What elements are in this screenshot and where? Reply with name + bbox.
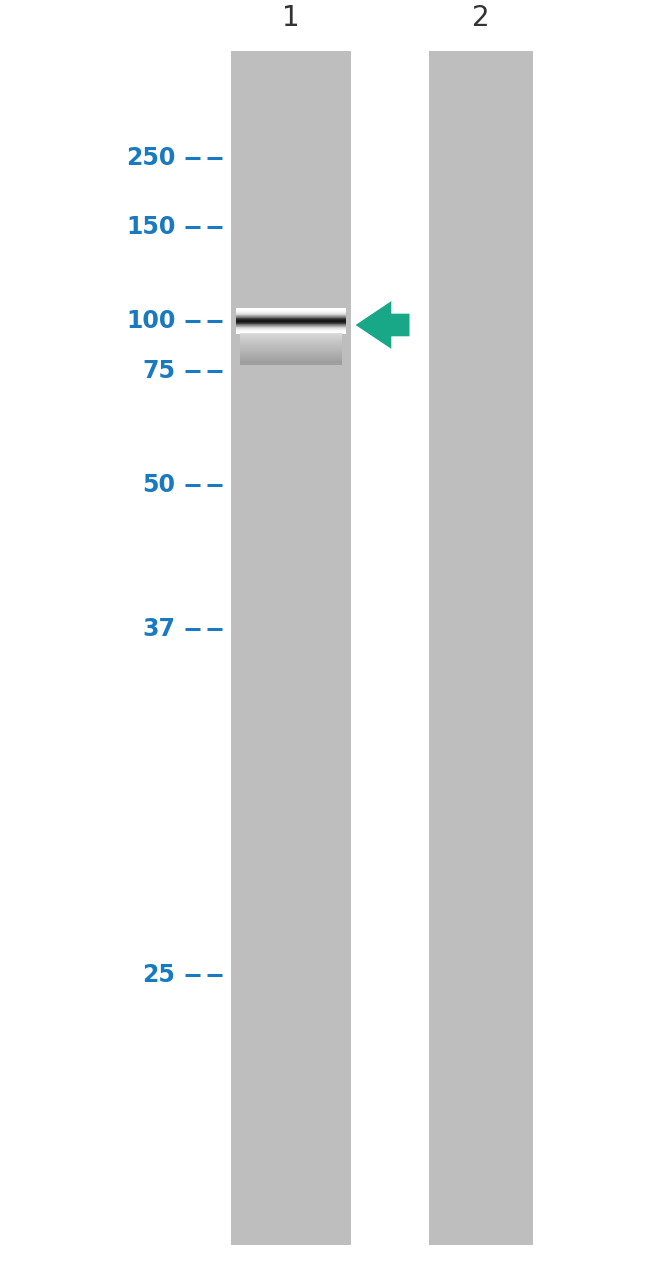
Bar: [240, 352, 342, 353]
Bar: [240, 344, 342, 345]
Bar: [240, 344, 342, 347]
Bar: [240, 356, 342, 357]
Bar: [240, 339, 342, 342]
Text: 1: 1: [282, 4, 300, 32]
Bar: [240, 342, 342, 343]
Text: 75: 75: [142, 359, 176, 384]
Text: 100: 100: [126, 309, 176, 333]
Bar: [240, 351, 342, 352]
Bar: [240, 343, 342, 344]
Bar: [240, 335, 342, 337]
Text: 250: 250: [126, 146, 176, 170]
Bar: [240, 356, 342, 358]
Bar: [231, 51, 351, 1245]
Bar: [240, 351, 342, 353]
Bar: [240, 334, 342, 335]
Text: 150: 150: [126, 215, 176, 239]
Bar: [240, 354, 342, 356]
Text: 25: 25: [142, 963, 176, 987]
Bar: [240, 349, 342, 351]
Bar: [240, 333, 342, 335]
Bar: [240, 338, 342, 340]
Bar: [240, 357, 342, 359]
Bar: [240, 361, 342, 362]
Bar: [240, 362, 342, 364]
Bar: [240, 348, 342, 349]
Bar: [240, 362, 342, 363]
Bar: [240, 358, 342, 359]
Bar: [240, 347, 342, 348]
Bar: [240, 353, 342, 354]
Bar: [240, 363, 342, 366]
Polygon shape: [356, 301, 410, 349]
Text: 2: 2: [472, 4, 490, 32]
Bar: [240, 340, 342, 342]
Bar: [429, 51, 533, 1245]
Bar: [240, 338, 342, 339]
Text: 37: 37: [142, 617, 176, 641]
Text: 50: 50: [142, 472, 176, 497]
Bar: [240, 359, 342, 361]
Bar: [240, 337, 342, 338]
Bar: [240, 345, 342, 348]
